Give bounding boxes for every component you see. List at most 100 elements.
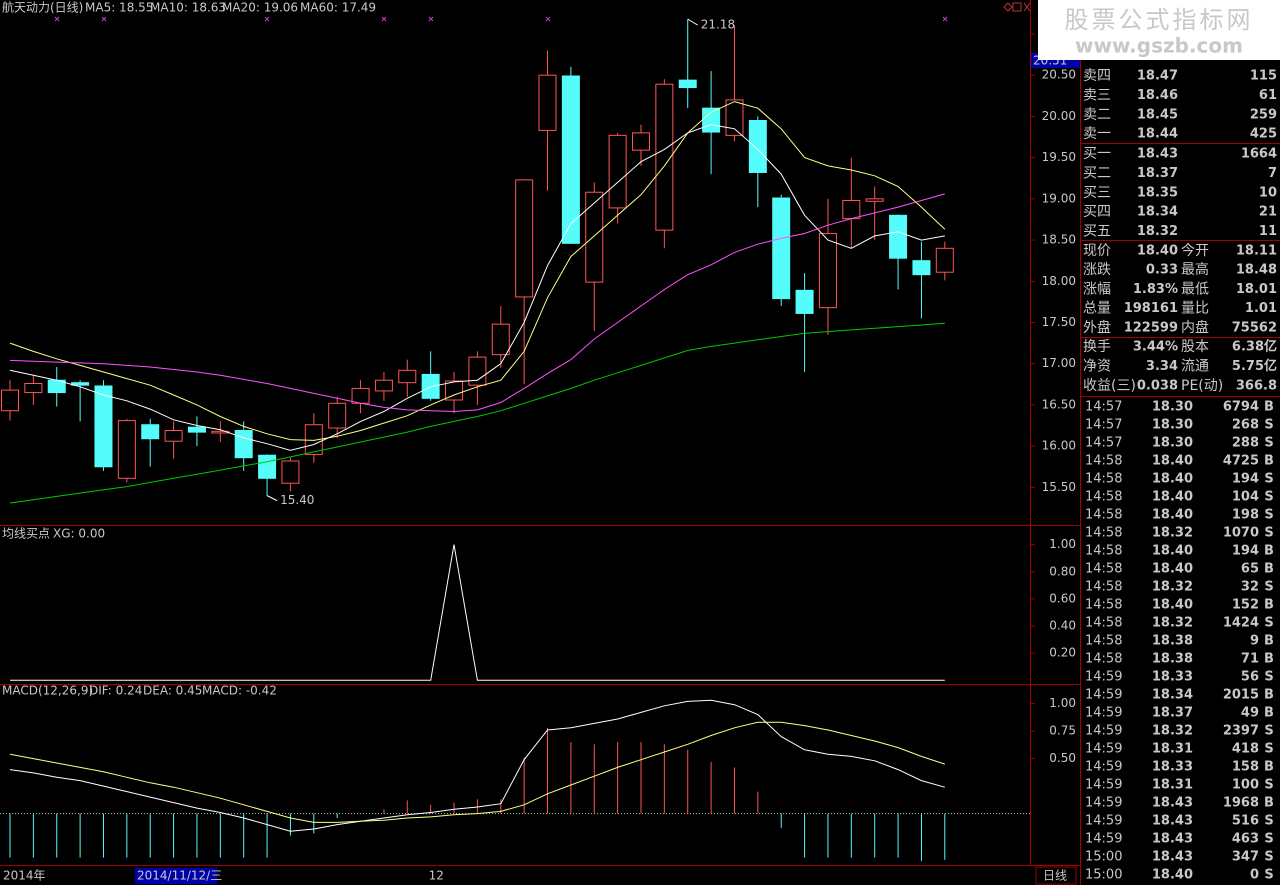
icon-diamond[interactable] xyxy=(1003,2,1013,12)
trade-volume: 6794 xyxy=(1223,400,1259,415)
trade-side: S xyxy=(1264,436,1273,451)
trade-volume: 2015 xyxy=(1223,688,1259,703)
trade-price: 18.32 xyxy=(1152,616,1193,631)
watermark-url: www.gszb.com xyxy=(1075,34,1243,58)
book-price: 18.34 xyxy=(1137,205,1178,220)
quote-label: 最高 xyxy=(1181,261,1209,278)
candle-body xyxy=(912,260,931,276)
annotation-leader xyxy=(687,18,698,26)
candle-body xyxy=(865,198,884,202)
series-line xyxy=(9,124,945,451)
pane-title: 均线买点 xyxy=(2,527,50,541)
trade-volume: 104 xyxy=(1232,490,1259,505)
period-label: 日线 xyxy=(1043,869,1067,883)
trade-volume: 158 xyxy=(1232,760,1259,775)
y-tick-label: 16.50 xyxy=(1042,397,1076,411)
quote-value: 366.8 xyxy=(1236,379,1277,394)
trade-volume: 100 xyxy=(1232,778,1259,793)
y-tick-label: 0.60 xyxy=(1049,591,1076,605)
trade-price: 18.33 xyxy=(1152,760,1193,775)
legend-entry: MACD: -0.42 xyxy=(202,684,277,698)
trade-price: 18.38 xyxy=(1152,652,1193,667)
quote-label: PE(动) xyxy=(1181,378,1223,394)
trade-volume: 516 xyxy=(1232,814,1259,829)
quote-label: 现价 xyxy=(1083,243,1111,259)
book-label: 卖二 xyxy=(1083,107,1111,123)
candle-body xyxy=(211,430,230,434)
trade-side: B xyxy=(1264,652,1274,667)
book-volume: 11 xyxy=(1259,224,1277,239)
trade-side: S xyxy=(1264,778,1273,793)
candle-body xyxy=(585,191,604,283)
trade-side: B xyxy=(1264,634,1274,649)
candle-body xyxy=(818,232,837,309)
candle-body xyxy=(538,74,557,131)
trade-time: 14:59 xyxy=(1085,706,1122,721)
trade-volume: 1424 xyxy=(1223,616,1259,631)
book-volume: 61 xyxy=(1259,88,1277,103)
candle-body xyxy=(374,379,393,392)
trade-volume: 2397 xyxy=(1223,724,1259,739)
book-volume: 115 xyxy=(1250,69,1277,84)
trade-time: 14:59 xyxy=(1085,760,1122,775)
trade-price: 18.30 xyxy=(1152,436,1193,451)
watermark-title: 股票公式指标网 xyxy=(1065,6,1254,34)
signal-markers xyxy=(54,16,948,22)
candle-body xyxy=(561,75,580,244)
quote-label: 收益(三) xyxy=(1083,378,1136,394)
quote-label: 外盘 xyxy=(1083,319,1111,336)
legend-entry: MA20: 19.06 xyxy=(222,1,298,15)
trade-time: 14:59 xyxy=(1085,688,1122,703)
trade-side: S xyxy=(1264,490,1273,505)
legend-entry: MA10: 18.63 xyxy=(150,1,226,15)
quote-value: 3.34 xyxy=(1146,359,1178,374)
trade-volume: 65 xyxy=(1241,562,1259,577)
candle-body xyxy=(445,380,464,401)
trade-price: 18.34 xyxy=(1152,688,1193,703)
trade-time: 14:59 xyxy=(1085,814,1122,829)
trade-price: 18.33 xyxy=(1152,670,1193,685)
quote-label: 内盘 xyxy=(1181,319,1209,336)
y-tick-label: 0.75 xyxy=(1049,724,1076,738)
y-tick-label: 17.00 xyxy=(1042,356,1076,370)
candle-body xyxy=(328,402,347,429)
trade-volume: 463 xyxy=(1232,832,1259,847)
trade-volume: 0 xyxy=(1250,868,1259,883)
trade-time: 14:57 xyxy=(1085,418,1122,433)
book-volume: 425 xyxy=(1250,127,1277,142)
book-price: 18.35 xyxy=(1137,185,1178,200)
candle-body xyxy=(164,429,183,442)
trade-price: 18.32 xyxy=(1152,526,1193,541)
candle-body xyxy=(889,214,908,259)
trade-price: 18.30 xyxy=(1152,418,1193,433)
trade-side: B xyxy=(1264,796,1274,811)
legend-entry: MA60: 17.49 xyxy=(300,1,376,15)
trade-price: 18.43 xyxy=(1152,814,1193,829)
trade-side: B xyxy=(1264,544,1274,559)
quote-value: 198161 xyxy=(1124,301,1178,316)
y-tick-label: 18.00 xyxy=(1042,274,1076,288)
trade-price: 18.40 xyxy=(1152,508,1193,523)
y-tick-label: 1.00 xyxy=(1049,696,1076,710)
y-tick-label: 1.00 xyxy=(1049,537,1076,551)
icon-close[interactable] xyxy=(1023,2,1031,12)
trade-time: 14:57 xyxy=(1085,436,1122,451)
book-volume: 21 xyxy=(1259,205,1277,220)
pane-title: MACD(12,26,9) xyxy=(2,684,93,698)
trade-price: 18.40 xyxy=(1152,472,1193,487)
quote-value: 6.38亿 xyxy=(1232,339,1277,355)
candle-body xyxy=(655,83,674,231)
trade-side: B xyxy=(1264,706,1274,721)
trade-price: 18.38 xyxy=(1152,634,1193,649)
candle-body xyxy=(398,369,417,384)
candle-body xyxy=(1,389,19,412)
icon-square[interactable] xyxy=(1012,2,1022,12)
trade-price: 18.31 xyxy=(1152,778,1193,793)
trade-time: 14:59 xyxy=(1085,778,1122,793)
y-tick-label: 0.40 xyxy=(1049,619,1076,633)
trade-time: 14:58 xyxy=(1085,526,1122,541)
annotation-leader xyxy=(266,495,278,502)
annotation: 15.40 xyxy=(280,493,314,507)
quote-value: 0.038 xyxy=(1137,379,1178,394)
